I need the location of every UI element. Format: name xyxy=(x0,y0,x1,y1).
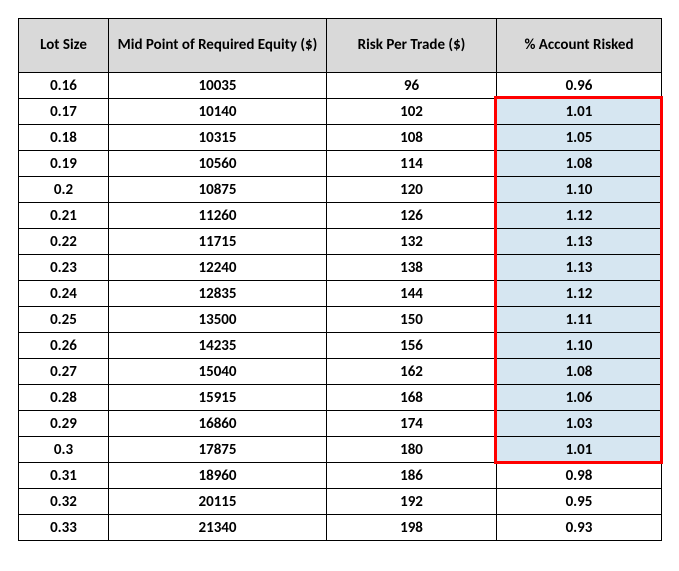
table-row: 0.27150401621.08 xyxy=(19,359,662,385)
col-header-lot-size: Lot Size xyxy=(19,19,109,73)
cell-pct: 1.10 xyxy=(497,177,662,203)
cell-lot-size: 0.22 xyxy=(19,229,109,255)
cell-risk: 150 xyxy=(327,307,497,333)
cell-risk: 138 xyxy=(327,255,497,281)
cell-pct: 1.01 xyxy=(497,437,662,463)
cell-lot-size: 0.28 xyxy=(19,385,109,411)
cell-pct: 1.08 xyxy=(497,151,662,177)
cell-risk: 174 xyxy=(327,411,497,437)
cell-risk: 156 xyxy=(327,333,497,359)
cell-pct: 1.06 xyxy=(497,385,662,411)
cell-midpoint: 10035 xyxy=(109,73,327,99)
cell-lot-size: 0.19 xyxy=(19,151,109,177)
table-row: 0.32201151920.95 xyxy=(19,489,662,515)
cell-risk: 162 xyxy=(327,359,497,385)
cell-pct: 1.11 xyxy=(497,307,662,333)
cell-midpoint: 21340 xyxy=(109,515,327,541)
cell-lot-size: 0.21 xyxy=(19,203,109,229)
cell-midpoint: 10875 xyxy=(109,177,327,203)
cell-midpoint: 11715 xyxy=(109,229,327,255)
cell-midpoint: 16860 xyxy=(109,411,327,437)
table-row: 0.21112601261.12 xyxy=(19,203,662,229)
cell-midpoint: 10560 xyxy=(109,151,327,177)
cell-risk: 126 xyxy=(327,203,497,229)
cell-pct: 1.08 xyxy=(497,359,662,385)
cell-midpoint: 11260 xyxy=(109,203,327,229)
cell-midpoint: 20115 xyxy=(109,489,327,515)
cell-midpoint: 18960 xyxy=(109,463,327,489)
cell-pct: 1.01 xyxy=(497,99,662,125)
table-row: 0.1610035960.96 xyxy=(19,73,662,99)
table-row: 0.3178751801.01 xyxy=(19,437,662,463)
cell-midpoint: 10315 xyxy=(109,125,327,151)
cell-lot-size: 0.31 xyxy=(19,463,109,489)
cell-pct: 1.12 xyxy=(497,281,662,307)
cell-midpoint: 15040 xyxy=(109,359,327,385)
col-header-pct: % Account Risked xyxy=(497,19,662,73)
cell-midpoint: 17875 xyxy=(109,437,327,463)
cell-lot-size: 0.3 xyxy=(19,437,109,463)
table-row: 0.28159151681.06 xyxy=(19,385,662,411)
cell-midpoint: 12835 xyxy=(109,281,327,307)
table-row: 0.19105601141.08 xyxy=(19,151,662,177)
cell-pct: 0.96 xyxy=(497,73,662,99)
cell-pct: 0.98 xyxy=(497,463,662,489)
cell-lot-size: 0.23 xyxy=(19,255,109,281)
risk-table: Lot Size Mid Point of Required Equity ($… xyxy=(18,18,662,541)
col-header-midpoint: Mid Point of Required Equity ($) xyxy=(109,19,327,73)
cell-risk: 168 xyxy=(327,385,497,411)
cell-lot-size: 0.24 xyxy=(19,281,109,307)
col-header-risk: Risk Per Trade ($) xyxy=(327,19,497,73)
cell-pct: 1.03 xyxy=(497,411,662,437)
table-row: 0.22117151321.13 xyxy=(19,229,662,255)
table-row: 0.17101401021.01 xyxy=(19,99,662,125)
cell-risk: 108 xyxy=(327,125,497,151)
cell-midpoint: 15915 xyxy=(109,385,327,411)
cell-risk: 144 xyxy=(327,281,497,307)
cell-midpoint: 14235 xyxy=(109,333,327,359)
cell-midpoint: 13500 xyxy=(109,307,327,333)
cell-pct: 0.95 xyxy=(497,489,662,515)
cell-pct: 1.10 xyxy=(497,333,662,359)
cell-risk: 120 xyxy=(327,177,497,203)
table-row: 0.33213401980.93 xyxy=(19,515,662,541)
cell-pct: 1.13 xyxy=(497,255,662,281)
table-row: 0.26142351561.10 xyxy=(19,333,662,359)
cell-lot-size: 0.2 xyxy=(19,177,109,203)
cell-risk: 96 xyxy=(327,73,497,99)
cell-risk: 186 xyxy=(327,463,497,489)
cell-lot-size: 0.33 xyxy=(19,515,109,541)
table-row: 0.29168601741.03 xyxy=(19,411,662,437)
table-row: 0.25135001501.11 xyxy=(19,307,662,333)
cell-lot-size: 0.25 xyxy=(19,307,109,333)
table-row: 0.2108751201.10 xyxy=(19,177,662,203)
cell-midpoint: 10140 xyxy=(109,99,327,125)
cell-risk: 132 xyxy=(327,229,497,255)
cell-pct: 1.05 xyxy=(497,125,662,151)
cell-lot-size: 0.18 xyxy=(19,125,109,151)
table-row: 0.24128351441.12 xyxy=(19,281,662,307)
cell-lot-size: 0.26 xyxy=(19,333,109,359)
table-header-row: Lot Size Mid Point of Required Equity ($… xyxy=(19,19,662,73)
cell-risk: 114 xyxy=(327,151,497,177)
cell-lot-size: 0.27 xyxy=(19,359,109,385)
table-row: 0.18103151081.05 xyxy=(19,125,662,151)
cell-midpoint: 12240 xyxy=(109,255,327,281)
risk-table-container: Lot Size Mid Point of Required Equity ($… xyxy=(18,18,661,541)
cell-pct: 0.93 xyxy=(497,515,662,541)
table-row: 0.31189601860.98 xyxy=(19,463,662,489)
cell-risk: 180 xyxy=(327,437,497,463)
table-row: 0.23122401381.13 xyxy=(19,255,662,281)
cell-risk: 198 xyxy=(327,515,497,541)
cell-lot-size: 0.29 xyxy=(19,411,109,437)
cell-lot-size: 0.17 xyxy=(19,99,109,125)
cell-pct: 1.13 xyxy=(497,229,662,255)
cell-risk: 192 xyxy=(327,489,497,515)
cell-lot-size: 0.16 xyxy=(19,73,109,99)
cell-lot-size: 0.32 xyxy=(19,489,109,515)
cell-pct: 1.12 xyxy=(497,203,662,229)
cell-risk: 102 xyxy=(327,99,497,125)
